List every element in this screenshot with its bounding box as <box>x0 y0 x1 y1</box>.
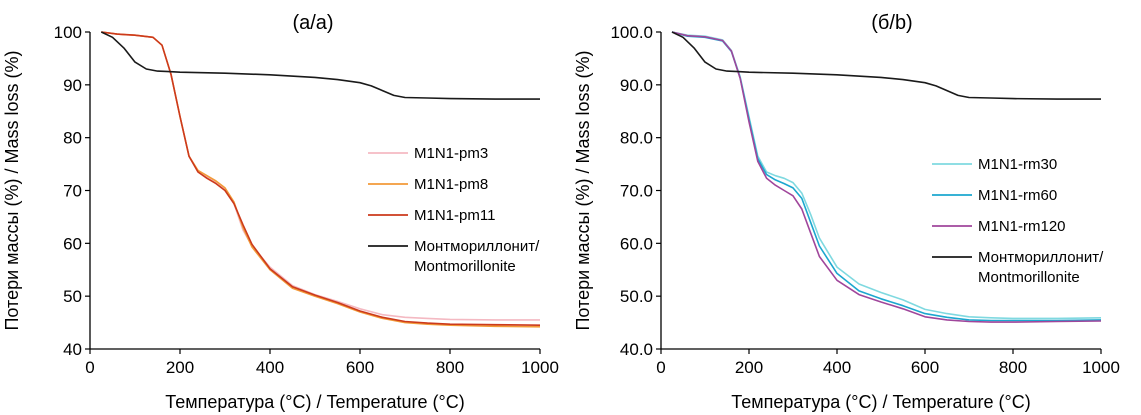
legend-label-4: Монтмориллонит/Montmorillonite <box>414 238 540 275</box>
y-tick-label: 40.0 <box>620 340 653 359</box>
chart-panel-2: 0 200 400 600 800 1000 40.0 50.0 60.0 70.0 80.0 90.… <box>573 12 1120 412</box>
x-tick-label: 200 <box>735 358 763 377</box>
series-line-4 <box>671 31 1101 100</box>
series-line-4 <box>100 31 540 100</box>
y-tick-label: 50.0 <box>620 287 653 306</box>
y-tick-label: 100.0 <box>610 23 653 42</box>
legend-label-1: M1N1-pm3 <box>414 145 488 162</box>
legend-label-3: M1N1-rm120 <box>978 218 1066 235</box>
chart-panel-1: 0 200 400 600 800 1000 40 50 60 70 80 90 100 Температ… <box>2 12 559 412</box>
y-tick-label: 90.0 <box>620 76 653 95</box>
y-tick-label: 60.0 <box>620 234 653 253</box>
x-tick-label: 800 <box>436 358 464 377</box>
y-axis-title: Потери массы (%) / Mass loss (%) <box>2 50 22 330</box>
legend-label-1: M1N1-rm30 <box>978 156 1057 173</box>
legend-label-2: M1N1-rm60 <box>978 187 1057 204</box>
x-tick-label: 0 <box>85 358 94 377</box>
y-tick-label: 40 <box>63 340 82 359</box>
legend-label-4: Монтмориллонит/Montmorillonite <box>978 249 1104 286</box>
y-tick-label: 90 <box>63 76 82 95</box>
x-tick-label: 600 <box>911 358 939 377</box>
x-tick-label: 400 <box>256 358 284 377</box>
series-line-3 <box>101 31 541 326</box>
x-tick-label: 400 <box>823 358 851 377</box>
x-axis-title: Температура (°C) / Temperature (°C) <box>731 392 1030 412</box>
x-tick-label: 200 <box>166 358 194 377</box>
x-tick-label: 800 <box>999 358 1027 377</box>
panel-title: (a/a) <box>292 12 333 34</box>
x-tick-label: 0 <box>656 358 665 377</box>
y-tick-label: 70.0 <box>620 182 653 201</box>
y-tick-label: 70 <box>63 182 82 201</box>
x-tick-label: 1000 <box>1082 358 1120 377</box>
legend-label-3: M1N1-pm11 <box>414 207 495 224</box>
y-tick-label: 60 <box>63 234 82 253</box>
panel-title: (б/b) <box>871 12 912 34</box>
y-tick-label: 50 <box>63 287 82 306</box>
x-tick-label: 1000 <box>521 358 559 377</box>
y-tick-label: 80.0 <box>620 129 653 148</box>
legend-label-2: M1N1-pm8 <box>414 176 488 193</box>
y-tick-label: 80 <box>63 129 82 148</box>
series-line-3 <box>671 31 1102 323</box>
x-tick-label: 600 <box>346 358 374 377</box>
y-tick-label: 100 <box>54 23 82 42</box>
y-axis-title: Потери массы (%) / Mass loss (%) <box>573 50 593 330</box>
x-axis-title: Температура (°C) / Temperature (°C) <box>165 392 464 412</box>
